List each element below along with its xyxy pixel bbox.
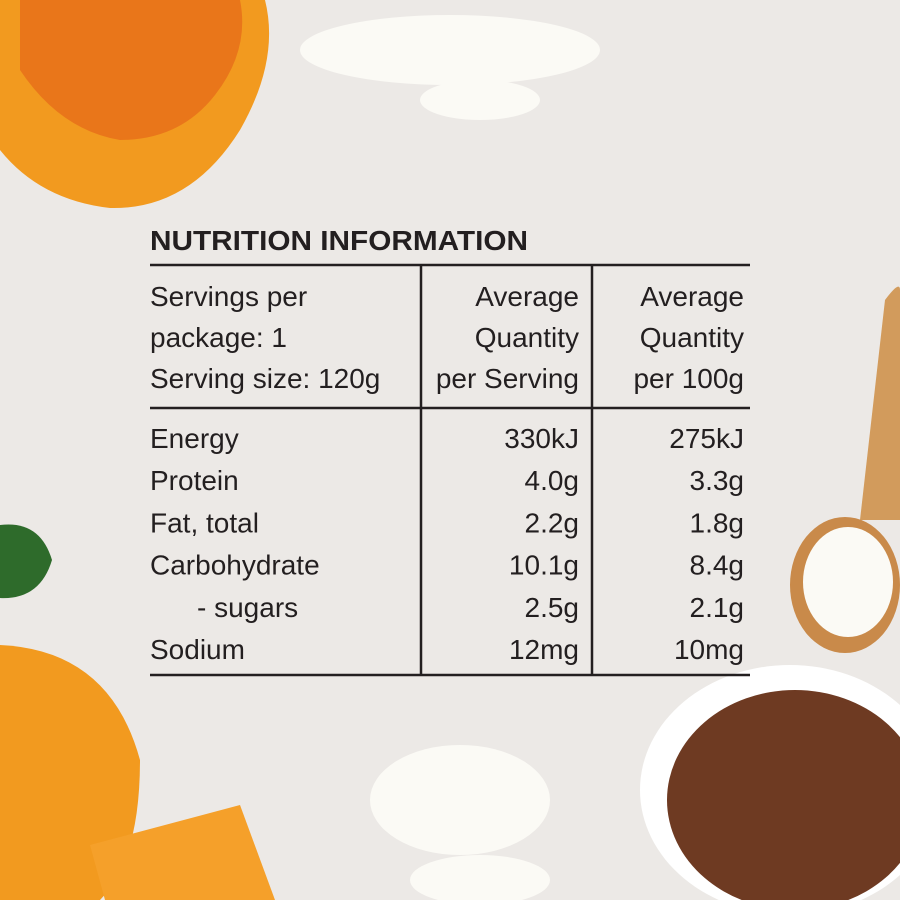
nutrient-value: 1.8g: [690, 507, 745, 538]
nutrient-value: 10.1g: [509, 550, 579, 581]
column-header: Average: [475, 281, 579, 312]
column-header: Quantity: [475, 322, 579, 353]
nutrient-value: 10mg: [674, 634, 744, 665]
nutrient-name: Sodium: [150, 634, 245, 665]
nutrient-value: 330kJ: [504, 423, 579, 454]
rice-top: [300, 15, 600, 120]
nutrient-value: 275kJ: [669, 423, 744, 454]
nutrient-value: 12mg: [509, 634, 579, 665]
column-header: Average: [640, 281, 744, 312]
column-header: per Serving: [436, 363, 579, 394]
column-header: Servings per: [150, 281, 307, 312]
wooden-spoon: [790, 286, 900, 653]
nutrient-value: 3.3g: [690, 465, 745, 496]
rice-bottom: [370, 745, 550, 900]
pumpkin-top: [0, 0, 270, 209]
column-header: per 100g: [633, 363, 744, 394]
nutrient-value: 2.1g: [690, 592, 745, 623]
table-title: NUTRITION INFORMATION: [150, 225, 528, 256]
nutrient-value: 8.4g: [690, 550, 745, 581]
column-header: Quantity: [640, 322, 744, 353]
nutrient-value: 2.5g: [525, 592, 580, 623]
nutrition-table: NUTRITION INFORMATION Servings per package…: [150, 225, 750, 677]
spinach-leaf: [0, 524, 52, 599]
pumpkin-bottom: [0, 645, 275, 900]
nutrient-value: 4.0g: [525, 465, 580, 496]
nutrient-name: Fat, total: [150, 507, 259, 538]
column-header: package: 1: [150, 322, 287, 353]
nutrient-name: Carbohydrate: [150, 550, 320, 581]
nutrient-value: 2.2g: [525, 507, 580, 538]
nutrient-name: Protein: [150, 465, 239, 496]
nutrient-name: Energy: [150, 423, 239, 454]
meat-bowl: [640, 665, 900, 900]
column-header: Serving size: 120g: [150, 363, 380, 394]
nutrient-name: - sugars: [197, 592, 298, 623]
